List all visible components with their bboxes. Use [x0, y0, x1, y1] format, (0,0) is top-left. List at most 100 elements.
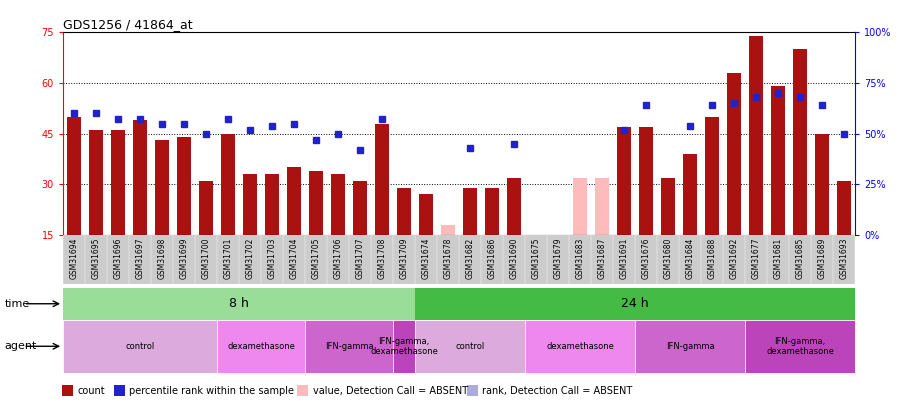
Text: GSM31705: GSM31705	[311, 237, 320, 279]
Text: GSM31687: GSM31687	[598, 237, 607, 279]
Text: dexamethasone: dexamethasone	[546, 342, 614, 351]
Text: time: time	[4, 299, 30, 309]
Bar	[63, 320, 217, 373]
Bar	[217, 320, 305, 373]
Text: control: control	[125, 342, 155, 351]
Bar	[415, 288, 855, 320]
Bar	[837, 181, 851, 235]
Bar	[485, 188, 500, 235]
Text: GSM31685: GSM31685	[796, 237, 805, 279]
Text: GSM31679: GSM31679	[554, 237, 562, 279]
Bar	[176, 137, 191, 235]
Bar	[375, 124, 389, 235]
Text: GSM31700: GSM31700	[202, 237, 211, 279]
Bar	[63, 235, 855, 284]
Text: GSM31695: GSM31695	[92, 237, 101, 279]
Bar	[309, 171, 323, 235]
Bar	[727, 73, 742, 235]
Bar	[749, 36, 763, 235]
Bar	[305, 320, 393, 373]
Bar	[415, 320, 525, 373]
Text: GSM31703: GSM31703	[267, 237, 276, 279]
Text: dexamethasone: dexamethasone	[227, 342, 295, 351]
Text: GSM31704: GSM31704	[290, 237, 299, 279]
Text: GSM31696: GSM31696	[113, 237, 122, 279]
Bar	[463, 188, 477, 235]
Bar	[639, 127, 653, 235]
Text: GSM31691: GSM31691	[619, 237, 628, 279]
Bar	[89, 130, 104, 235]
Bar	[525, 320, 635, 373]
Bar	[155, 141, 169, 235]
Text: GSM31690: GSM31690	[509, 237, 518, 279]
Bar	[418, 194, 433, 235]
Bar	[745, 320, 855, 373]
Text: GSM31676: GSM31676	[642, 237, 651, 279]
Text: GSM31694: GSM31694	[69, 237, 78, 279]
Text: GSM31684: GSM31684	[686, 237, 695, 279]
Text: GSM31709: GSM31709	[400, 237, 409, 279]
Bar	[243, 174, 257, 235]
Text: GSM31706: GSM31706	[334, 237, 343, 279]
Text: GSM31692: GSM31692	[730, 237, 739, 279]
Bar	[111, 130, 125, 235]
Text: IFN-gamma: IFN-gamma	[666, 342, 715, 351]
Text: GSM31675: GSM31675	[532, 237, 541, 279]
Bar	[62, 385, 73, 396]
Bar	[265, 174, 279, 235]
Bar	[705, 117, 719, 235]
Text: GSM31693: GSM31693	[840, 237, 849, 279]
Text: GSM31699: GSM31699	[179, 237, 188, 279]
Text: GSM31688: GSM31688	[707, 237, 716, 279]
Bar	[133, 120, 147, 235]
Text: GSM31680: GSM31680	[663, 237, 672, 279]
Bar	[507, 177, 521, 235]
Text: GDS1256 / 41864_at: GDS1256 / 41864_at	[63, 18, 193, 31]
Text: control: control	[455, 342, 484, 351]
Text: GSM31682: GSM31682	[465, 237, 474, 279]
Bar	[441, 225, 455, 235]
Text: rank, Detection Call = ABSENT: rank, Detection Call = ABSENT	[482, 386, 632, 396]
Text: GSM31707: GSM31707	[356, 237, 364, 279]
Text: 24 h: 24 h	[621, 297, 649, 310]
Text: GSM31697: GSM31697	[136, 237, 145, 279]
Text: IFN-gamma: IFN-gamma	[325, 342, 374, 351]
Bar	[770, 86, 785, 235]
Bar	[297, 385, 309, 396]
Text: GSM31708: GSM31708	[377, 237, 386, 279]
Text: GSM31683: GSM31683	[575, 237, 584, 279]
Text: percentile rank within the sample: percentile rank within the sample	[130, 386, 294, 396]
Bar	[67, 117, 81, 235]
Text: GSM31681: GSM31681	[773, 237, 782, 279]
Text: agent: agent	[4, 341, 37, 351]
Bar	[353, 181, 367, 235]
Bar	[595, 177, 609, 235]
Bar	[793, 49, 807, 235]
Text: GSM31686: GSM31686	[488, 237, 497, 279]
Bar	[220, 134, 235, 235]
Bar	[466, 385, 478, 396]
Bar	[635, 320, 745, 373]
Bar	[331, 174, 346, 235]
Text: GSM31678: GSM31678	[444, 237, 453, 279]
Bar	[63, 288, 415, 320]
Bar	[661, 177, 675, 235]
Text: GSM31698: GSM31698	[158, 237, 166, 279]
Text: IFN-gamma,
dexamethasone: IFN-gamma, dexamethasone	[370, 337, 438, 356]
Bar	[113, 385, 125, 396]
Text: GSM31701: GSM31701	[223, 237, 232, 279]
Text: GSM31677: GSM31677	[752, 237, 760, 279]
Text: 8 h: 8 h	[230, 297, 249, 310]
Text: value, Detection Call = ABSENT: value, Detection Call = ABSENT	[312, 386, 468, 396]
Text: GSM31689: GSM31689	[817, 237, 826, 279]
Bar	[397, 188, 411, 235]
Bar	[683, 154, 698, 235]
Text: GSM31702: GSM31702	[246, 237, 255, 279]
Text: count: count	[77, 386, 105, 396]
Bar	[199, 181, 213, 235]
Text: IFN-gamma,
dexamethasone: IFN-gamma, dexamethasone	[766, 337, 834, 356]
Bar	[393, 320, 415, 373]
Bar	[616, 127, 631, 235]
Text: GSM31674: GSM31674	[421, 237, 430, 279]
Bar	[551, 235, 565, 272]
